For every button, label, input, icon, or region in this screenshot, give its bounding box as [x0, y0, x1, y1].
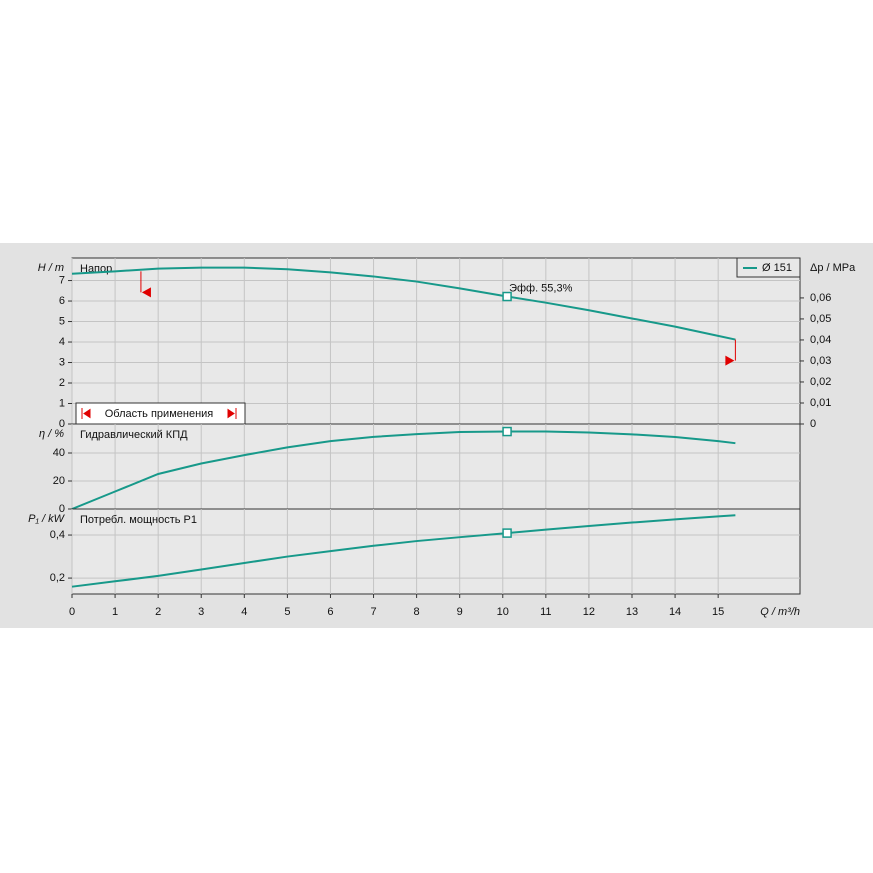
- x-tick-label: 14: [669, 606, 681, 618]
- x-tick-label: 1: [112, 606, 118, 618]
- x-tick-label: 12: [583, 606, 595, 618]
- y-tick-label: 3: [59, 356, 65, 368]
- x-tick-label: 15: [712, 606, 724, 618]
- y-axis-label: H / m: [38, 262, 64, 274]
- legend-label: Ø 151: [762, 262, 792, 274]
- y-tick-label: 0: [59, 503, 65, 515]
- y-tick-label: 0: [59, 418, 65, 430]
- range-label: Область применения: [105, 408, 214, 420]
- x-tick-label: 3: [198, 606, 204, 618]
- y-tick-label: 6: [59, 295, 65, 307]
- curve: [71, 266, 736, 341]
- y-axis-label: η / %: [39, 428, 64, 440]
- panel-title: Потребл. мощность P1: [80, 514, 197, 526]
- curve: [71, 430, 736, 510]
- duty-point: [502, 426, 512, 437]
- y-tick-label: 5: [59, 315, 65, 327]
- y-axis-label: P₁ / kW: [28, 513, 65, 525]
- y-tick-label: 1: [59, 397, 65, 409]
- legend-box: [736, 257, 801, 278]
- y-tick-label: 20: [53, 475, 65, 487]
- x-tick-label: 13: [626, 606, 638, 618]
- y2-tick-label: 0,06: [810, 292, 831, 304]
- x-tick-label: 0: [69, 606, 75, 618]
- x-tick-label: 9: [457, 606, 463, 618]
- curve: [71, 514, 736, 588]
- x-tick-label: 11: [540, 606, 551, 618]
- range-label-arrows: [81, 408, 237, 419]
- x-tick-label: 5: [284, 606, 290, 618]
- duty-point: [502, 291, 512, 302]
- annotation: Эфф. 55,3%: [509, 282, 573, 294]
- y2-tick-label: 0,04: [810, 334, 831, 346]
- y-tick-label: 2: [59, 377, 65, 389]
- x-tick-label: 10: [497, 606, 509, 618]
- y-tick-label: 40: [53, 447, 65, 459]
- x-tick-label: 6: [327, 606, 333, 618]
- x-tick-label: 7: [370, 606, 376, 618]
- x-axis-label: Q / m³/h: [760, 606, 800, 618]
- y-tick-label: 0,2: [50, 572, 65, 584]
- plot-area: [71, 257, 801, 425]
- y2-tick-label: 0,05: [810, 313, 831, 325]
- range-arrow: [725, 355, 735, 366]
- duty-point: [502, 528, 512, 538]
- plot-area: [71, 508, 801, 595]
- y2-tick-label: 0,01: [810, 397, 831, 409]
- y-tick-label: 0,4: [50, 529, 65, 541]
- y2-tick-label: 0,03: [810, 355, 831, 367]
- y2-tick-label: 0: [810, 418, 816, 430]
- x-tick-label: 8: [414, 606, 420, 618]
- y2-tick-label: 0,02: [810, 376, 831, 388]
- y2-axis-label: Δp / MPa: [810, 262, 856, 274]
- y-tick-label: 4: [59, 336, 65, 348]
- x-tick-label: 4: [241, 606, 247, 618]
- y-tick-label: 7: [59, 274, 65, 286]
- panel-title: Гидравлический КПД: [80, 429, 188, 441]
- x-tick-label: 2: [155, 606, 161, 618]
- range-arrow: [141, 287, 151, 298]
